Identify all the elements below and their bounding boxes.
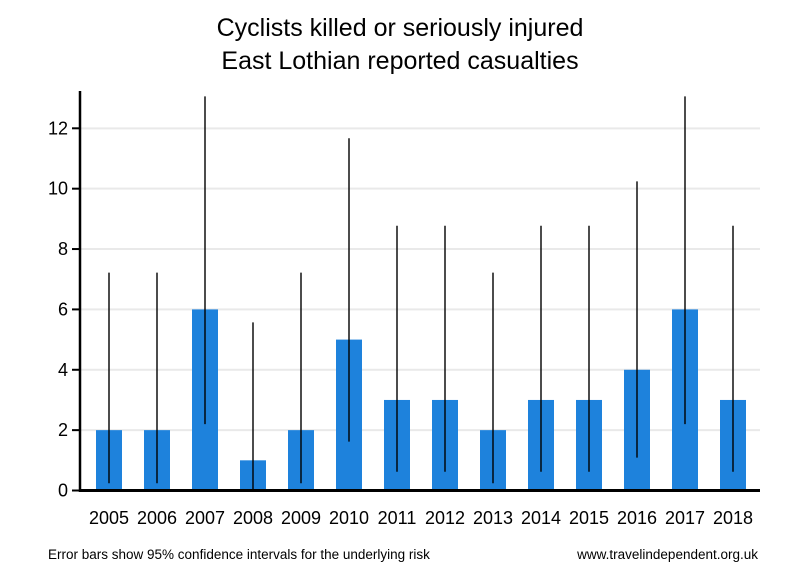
x-tick-label: 2008	[233, 508, 273, 528]
x-tick-label: 2013	[473, 508, 513, 528]
x-tick-label: 2018	[713, 508, 753, 528]
x-tick-label: 2005	[89, 508, 129, 528]
x-tick-label: 2012	[425, 508, 465, 528]
x-tick-label: 2011	[378, 508, 417, 528]
x-tick-label: 2014	[521, 508, 561, 528]
chart-title-block: Cyclists killed or seriously injured Eas…	[0, 12, 800, 78]
error-bar-footnote: Error bars show 95% confidence intervals…	[48, 547, 430, 562]
y-tick-label: 4	[58, 360, 68, 380]
x-tick-label: 2017	[665, 508, 705, 528]
y-tick-label: 6	[58, 299, 68, 319]
x-tick-label: 2010	[329, 508, 369, 528]
chart-footer: Error bars show 95% confidence intervals…	[48, 547, 758, 562]
chart-subtitle: East Lothian reported casualties	[221, 47, 579, 75]
x-tick-label: 2016	[617, 508, 657, 528]
chart-title: Cyclists killed or seriously injured	[216, 14, 584, 42]
website-url: www.travelindependent.org.uk	[577, 547, 758, 562]
x-tick-label: 2006	[137, 508, 177, 528]
y-tick-label: 8	[58, 239, 68, 259]
x-tick-label: 2009	[281, 508, 321, 528]
y-tick-label: 2	[58, 420, 68, 440]
y-tick-label: 12	[48, 118, 68, 138]
x-tick-label: 2015	[569, 508, 609, 528]
y-tick-label: 10	[48, 179, 68, 199]
y-tick-label: 0	[58, 481, 68, 501]
x-tick-label: 2007	[185, 508, 225, 528]
